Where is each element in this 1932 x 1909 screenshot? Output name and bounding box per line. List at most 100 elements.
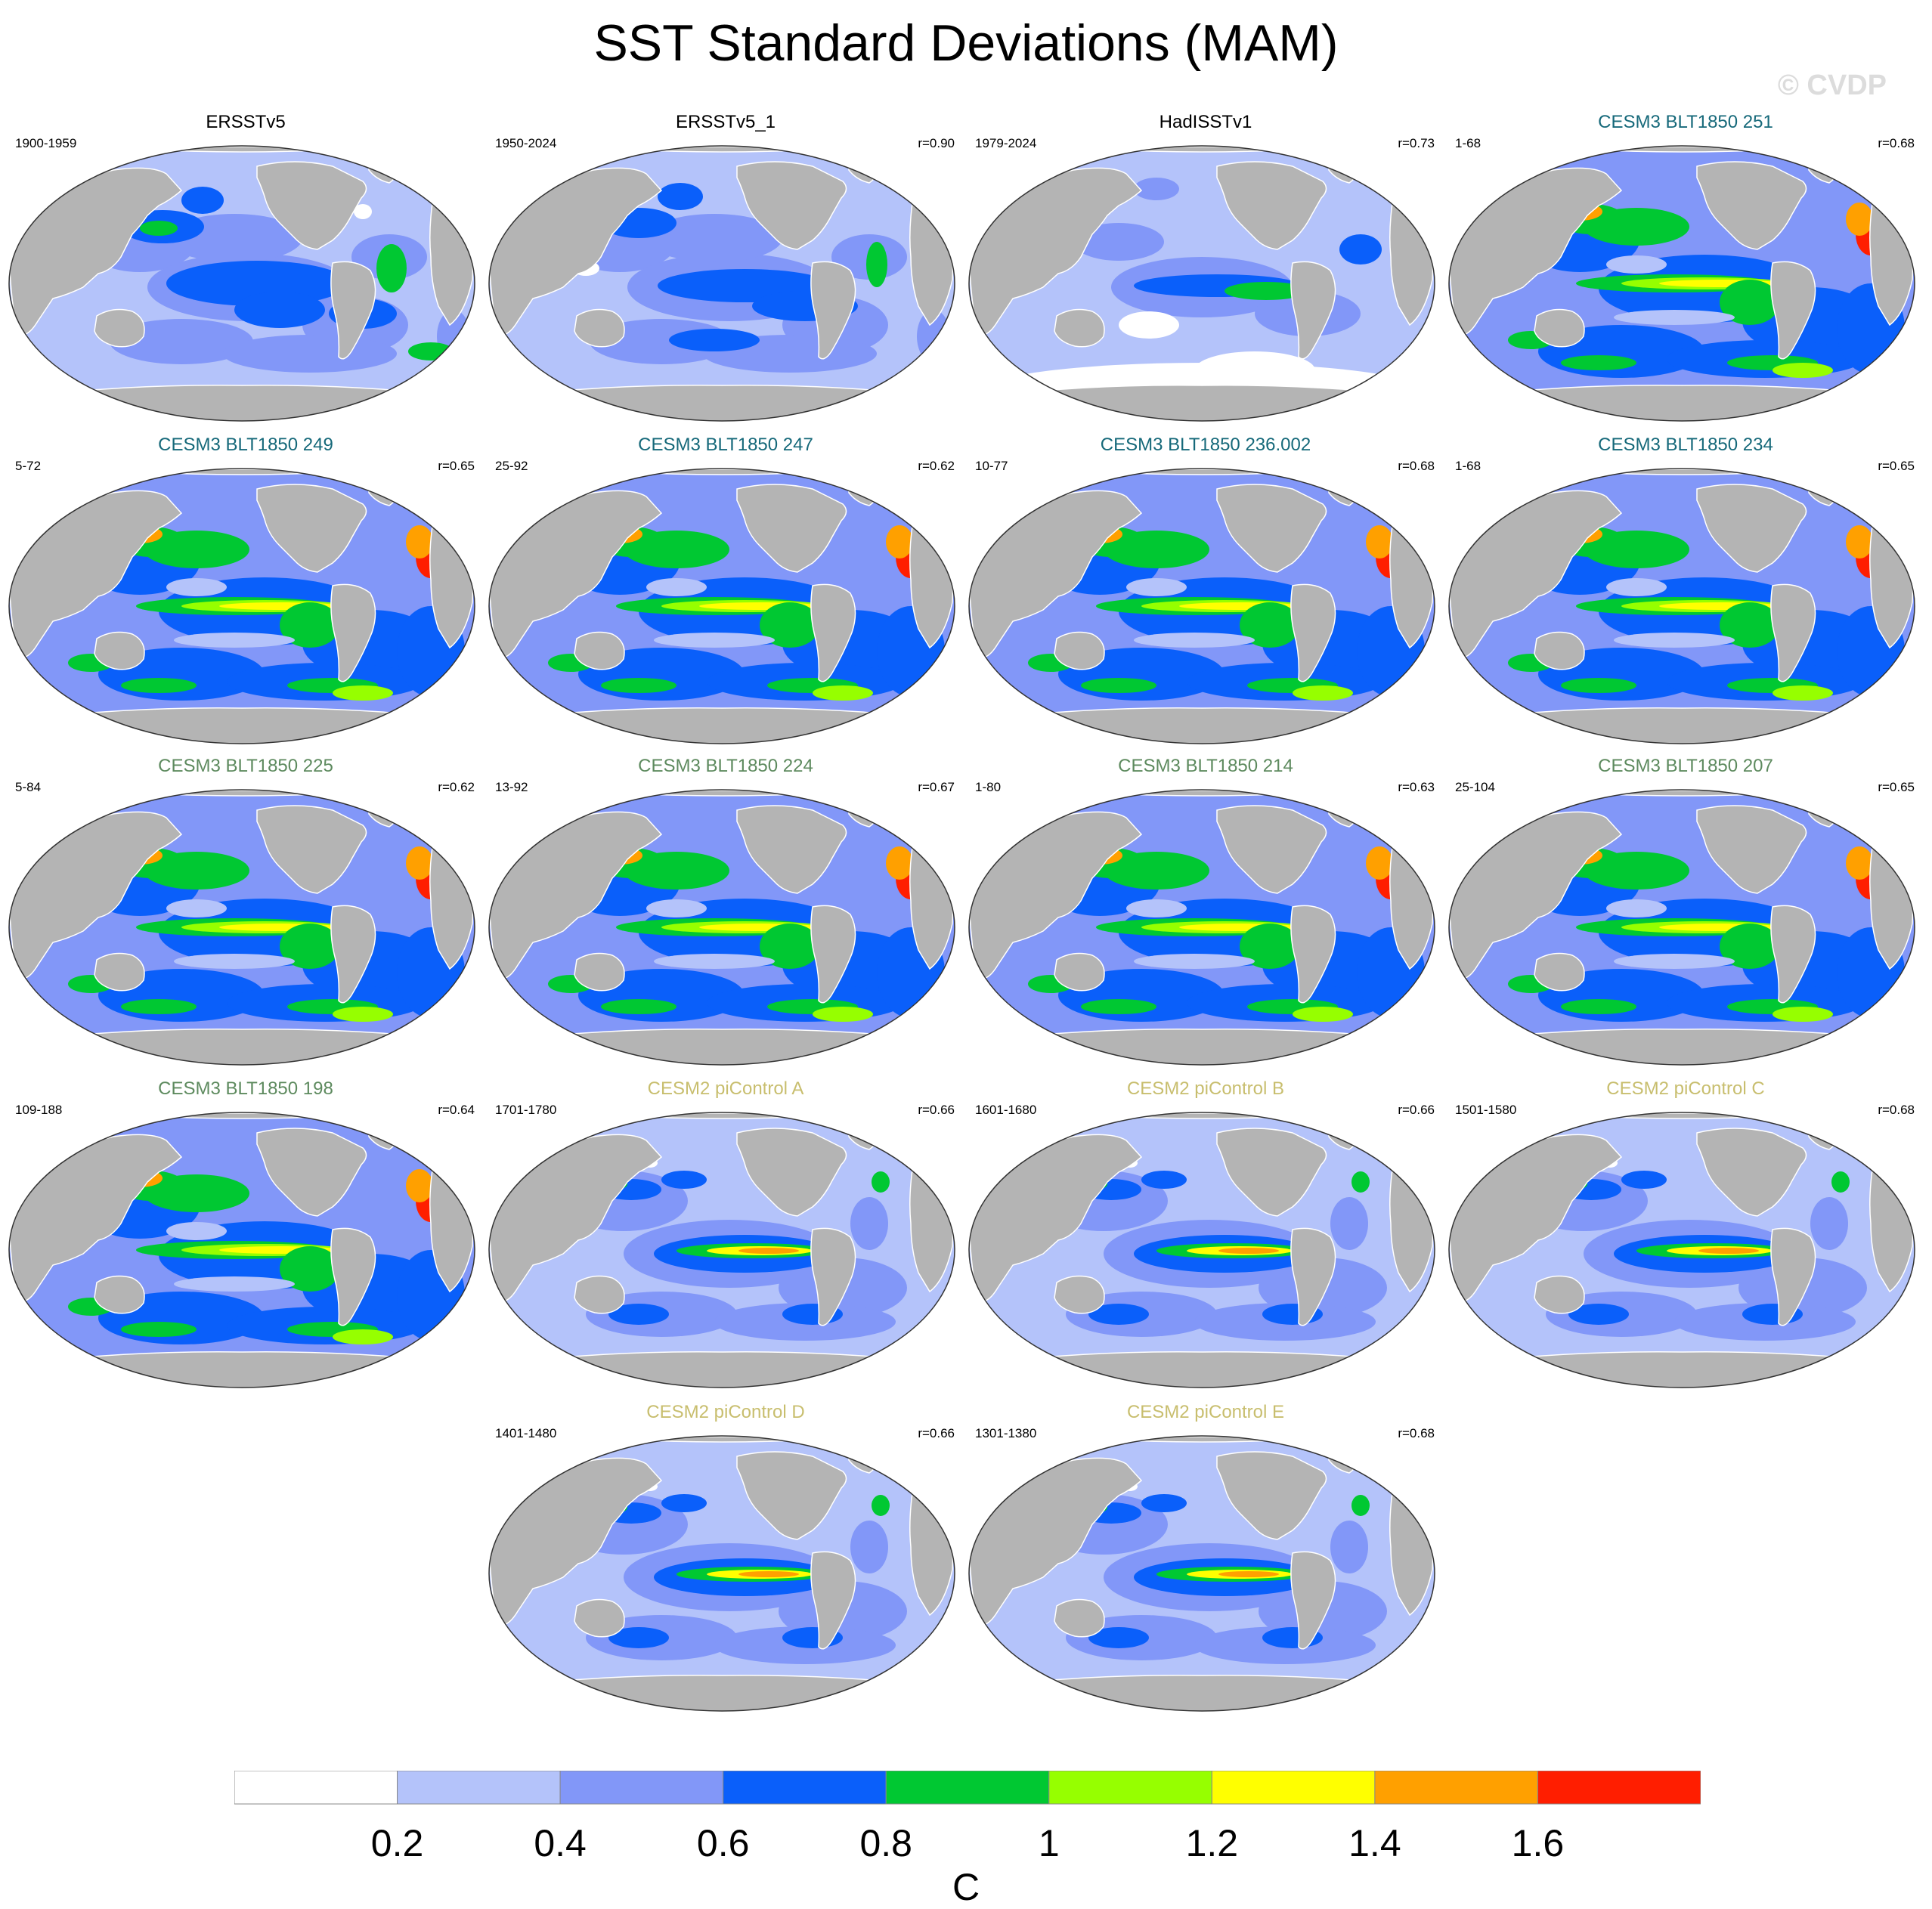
sst-contour	[1366, 525, 1393, 558]
sst-contour	[181, 187, 224, 214]
panel-years: 10-77	[975, 459, 1008, 473]
sst-contour	[1330, 1197, 1368, 1250]
sst-map	[968, 789, 1435, 1066]
land-mass	[1054, 1598, 1105, 1638]
sst-contour	[738, 1571, 799, 1577]
sst-contour	[601, 678, 677, 693]
sst-map	[968, 145, 1435, 422]
sst-contour	[866, 242, 887, 287]
sst-contour	[1846, 846, 1873, 880]
sst-contour	[1293, 685, 1353, 701]
map-panel: CESM3 BLT1850 251 1-68 r=0.68	[1447, 112, 1924, 429]
land-mass	[810, 1227, 856, 1326]
land-mass	[489, 1029, 955, 1065]
sst-contour	[1141, 1171, 1187, 1189]
sst-contour	[333, 685, 393, 701]
sst-contour	[140, 221, 178, 236]
sst-contour	[1621, 1171, 1667, 1189]
land-mass	[1534, 952, 1585, 992]
panel-correlation: r=0.68	[1878, 136, 1915, 150]
sst-contour	[1720, 280, 1780, 325]
land-mass	[256, 1128, 367, 1217]
sst-contour	[1218, 1248, 1279, 1254]
sst-contour	[654, 954, 775, 969]
sst-contour	[280, 1246, 340, 1292]
sst-contour	[1081, 999, 1156, 1014]
panel-years: 1-68	[1455, 459, 1482, 473]
land-mass	[1080, 1112, 1324, 1119]
sst-contour	[333, 1329, 393, 1344]
sst-contour	[1720, 924, 1780, 969]
sst-contour	[1134, 633, 1255, 648]
sst-contour	[850, 1521, 888, 1573]
land-mass	[94, 631, 145, 670]
panel-years: 13-92	[495, 780, 528, 794]
sst-contour	[1614, 633, 1735, 648]
colorbar-bin	[723, 1771, 887, 1805]
panel-correlation: r=0.62	[918, 459, 955, 473]
land-mass	[1054, 952, 1105, 992]
land-mass	[1216, 805, 1327, 894]
land-mass	[489, 1675, 955, 1711]
panel-years: 109-188	[15, 1103, 63, 1117]
panel-title: ERSSTv5_1	[675, 112, 776, 132]
sst-contour	[110, 319, 253, 364]
land-mass	[256, 805, 367, 894]
sst-contour	[1773, 363, 1833, 378]
sst-contour	[661, 1494, 707, 1512]
panel-years: 1401-1480	[495, 1426, 557, 1440]
sst-map	[1448, 789, 1915, 1066]
colorbar-tick-label: 1.6	[1511, 1822, 1565, 1864]
sst-contour	[1073, 223, 1164, 261]
land-mass	[969, 385, 1435, 421]
land-mass	[736, 161, 847, 250]
colorbar-bin	[1374, 1771, 1538, 1805]
panel-correlation: r=0.65	[1878, 459, 1915, 473]
sst-contour	[1225, 282, 1308, 300]
land-mass	[1080, 1436, 1324, 1443]
sst-contour	[174, 633, 295, 648]
map-panel: CESM3 BLT1850 225 5-84 r=0.62	[8, 756, 484, 1073]
panel-years: 1900-1959	[15, 136, 77, 150]
colorbar-tick-label: 0.8	[859, 1822, 912, 1864]
land-mass	[810, 583, 856, 682]
map-panel: CESM3 BLT1850 207 25-104 r=0.65	[1447, 756, 1924, 1073]
land-mass	[120, 1112, 364, 1119]
sst-contour	[646, 899, 707, 917]
land-mass	[1449, 707, 1915, 744]
panel-correlation: r=0.63	[1398, 780, 1435, 794]
land-mass	[1560, 469, 1804, 475]
land-mass	[489, 1351, 955, 1388]
land-mass	[600, 790, 844, 797]
colorbar-tick-label: 0.4	[534, 1822, 587, 1864]
panel-correlation: r=0.90	[918, 136, 955, 150]
land-mass	[9, 1351, 475, 1388]
sst-map	[488, 789, 955, 1066]
sst-map	[1448, 468, 1915, 744]
colorbar-tick-label: 1	[1038, 1822, 1060, 1864]
sst-contour	[406, 1169, 433, 1202]
sst-contour	[760, 924, 820, 969]
sst-contour	[166, 899, 227, 917]
land-mass	[330, 1227, 376, 1326]
land-mass	[600, 469, 844, 475]
sst-contour	[1846, 203, 1873, 236]
sst-map	[488, 1112, 955, 1388]
sst-contour	[223, 335, 397, 373]
panel-title: CESM2 piControl D	[646, 1402, 805, 1422]
sst-map	[968, 1112, 1435, 1388]
sst-contour	[1773, 1007, 1833, 1022]
colorbar-bin	[559, 1771, 724, 1805]
land-mass	[574, 1275, 625, 1314]
land-mass	[1534, 631, 1585, 670]
land-mass	[1770, 583, 1816, 682]
land-mass	[1560, 790, 1804, 797]
panel-years: 1979-2024	[975, 136, 1037, 150]
map-panel: CESM3 BLT1850 198 109-188 r=0.64	[8, 1078, 484, 1396]
colorbar-bin	[234, 1771, 398, 1805]
panel-title: CESM3 BLT1850 234	[1598, 435, 1773, 455]
panel-years: 1301-1380	[975, 1426, 1037, 1440]
land-mass	[1696, 484, 1807, 573]
panel-title: CESM2 piControl A	[647, 1078, 804, 1099]
sst-map	[1448, 145, 1915, 422]
